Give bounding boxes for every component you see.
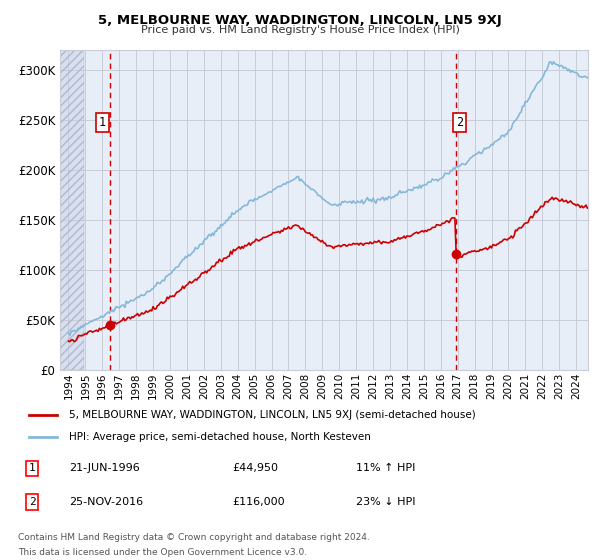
Text: Contains HM Land Registry data © Crown copyright and database right 2024.: Contains HM Land Registry data © Crown c… — [18, 533, 370, 542]
Bar — [60, 50, 84, 370]
Text: 2: 2 — [29, 497, 35, 507]
Text: HPI: Average price, semi-detached house, North Kesteven: HPI: Average price, semi-detached house,… — [69, 432, 371, 442]
Text: 11% ↑ HPI: 11% ↑ HPI — [356, 463, 416, 473]
Text: 1: 1 — [99, 116, 106, 129]
Text: Price paid vs. HM Land Registry's House Price Index (HPI): Price paid vs. HM Land Registry's House … — [140, 25, 460, 35]
Text: 5, MELBOURNE WAY, WADDINGTON, LINCOLN, LN5 9XJ: 5, MELBOURNE WAY, WADDINGTON, LINCOLN, L… — [98, 14, 502, 27]
Text: 25-NOV-2016: 25-NOV-2016 — [69, 497, 143, 507]
Text: 5, MELBOURNE WAY, WADDINGTON, LINCOLN, LN5 9XJ (semi-detached house): 5, MELBOURNE WAY, WADDINGTON, LINCOLN, L… — [69, 409, 476, 419]
Bar — [60, 50, 84, 370]
Text: 21-JUN-1996: 21-JUN-1996 — [69, 463, 140, 473]
Text: This data is licensed under the Open Government Licence v3.0.: This data is licensed under the Open Gov… — [18, 548, 307, 557]
Text: £116,000: £116,000 — [232, 497, 285, 507]
Text: 2: 2 — [456, 116, 463, 129]
Text: 1: 1 — [29, 463, 35, 473]
Text: 23% ↓ HPI: 23% ↓ HPI — [356, 497, 416, 507]
Text: £44,950: £44,950 — [232, 463, 278, 473]
